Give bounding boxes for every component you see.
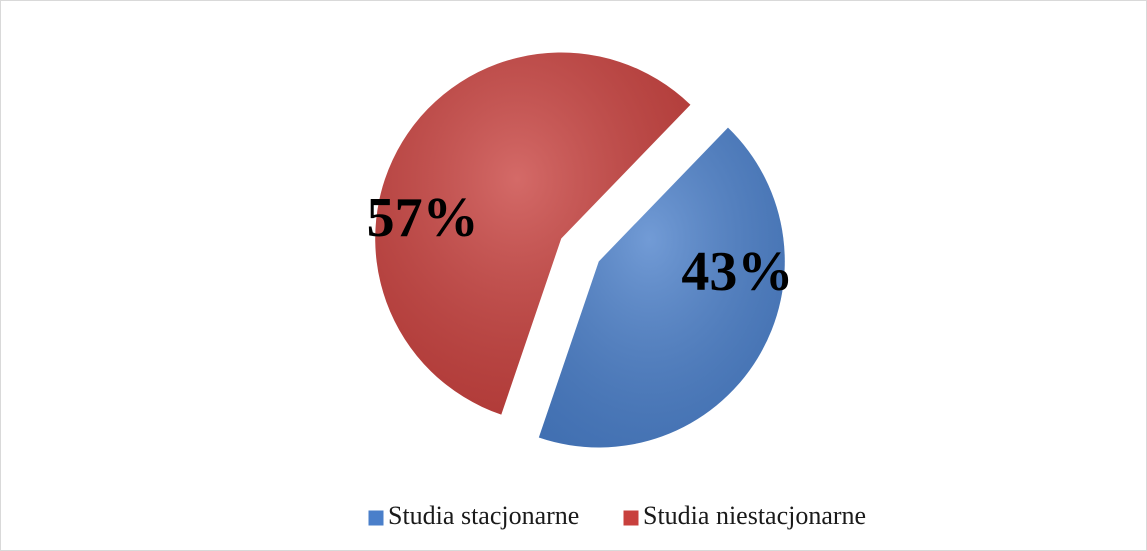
legend-label: Studia stacjonarne [388,501,579,530]
legend-marker [622,509,640,527]
pie-slice-shade [538,127,785,448]
legend-label: Studia niestacjonarne [643,501,866,530]
legend-marker [367,509,385,527]
data-label: 57% [367,187,479,249]
data-label: 43% [681,241,793,303]
pie-slice-shade [375,52,691,415]
